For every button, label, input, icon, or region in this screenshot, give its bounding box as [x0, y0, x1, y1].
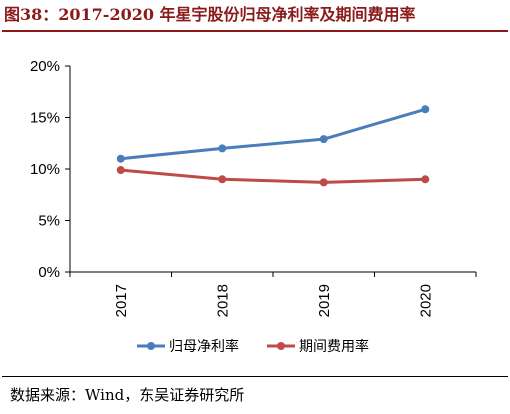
source-note: 数据来源：Wind，东吴证券研究所	[10, 386, 245, 404]
title-divider	[2, 30, 508, 32]
data-point	[319, 135, 328, 144]
y-tick-label: 5%	[38, 213, 60, 230]
x-tick-label: 2020	[417, 284, 434, 317]
data-point	[218, 175, 227, 184]
y-tick-label: 10%	[30, 161, 60, 178]
data-point	[218, 144, 227, 153]
data-point	[116, 154, 125, 163]
chart-series	[116, 105, 430, 187]
x-tick-label: 2017	[113, 284, 130, 317]
data-point	[421, 105, 430, 114]
chart-legend: 归母净利率 期间费用率	[137, 338, 369, 355]
legend-label: 归母净利率	[169, 338, 239, 355]
data-point	[421, 175, 430, 184]
legend-swatch-marker	[277, 342, 285, 350]
series-line-0	[120, 107, 426, 161]
chart-axes: 0% 5% 10% 15% 20% 2017 2018 2019 2020	[30, 58, 477, 317]
legend-label: 期间费用率	[299, 338, 369, 355]
y-tick-label: 20%	[30, 58, 60, 75]
x-tick-label: 2018	[214, 284, 231, 317]
x-tick-label: 2019	[316, 284, 333, 317]
data-point	[319, 178, 328, 187]
y-tick-label: 0%	[38, 264, 60, 281]
y-tick-label: 15%	[30, 110, 60, 127]
legend-swatch-marker	[147, 342, 155, 350]
data-point	[116, 166, 125, 175]
source-divider	[2, 376, 508, 377]
figure-title: 图38：2017-2020 年星宇股份归母净利率及期间费用率	[4, 5, 416, 24]
series-line-1	[120, 168, 426, 184]
